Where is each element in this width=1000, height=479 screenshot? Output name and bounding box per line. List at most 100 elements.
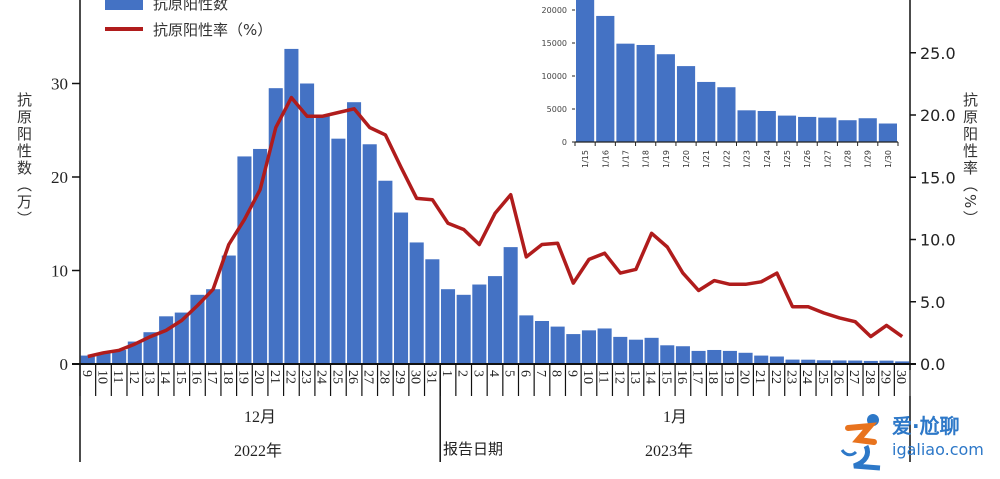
legend: 抗原阳性数 抗原阳性率（%） xyxy=(105,0,272,42)
svg-text:5: 5 xyxy=(502,370,517,377)
svg-text:6: 6 xyxy=(517,370,532,377)
svg-text:27: 27 xyxy=(361,370,376,384)
svg-text:11: 11 xyxy=(596,370,611,383)
svg-text:1/20: 1/20 xyxy=(682,150,691,168)
svg-text:1/17: 1/17 xyxy=(621,150,630,168)
bar-12/20 xyxy=(253,148,268,364)
svg-text:18: 18 xyxy=(705,370,720,384)
svg-text:21: 21 xyxy=(267,370,282,384)
svg-text:25: 25 xyxy=(815,370,830,384)
x-axis-title: 报告日期 xyxy=(443,440,504,458)
bar-1/1 xyxy=(440,289,456,364)
svg-text:16: 16 xyxy=(674,370,689,384)
svg-text:15: 15 xyxy=(658,370,673,384)
svg-text:1/25: 1/25 xyxy=(783,150,792,168)
legend-bar-swatch-icon xyxy=(105,0,143,10)
bar-1/7 xyxy=(534,320,550,364)
svg-text:1/27: 1/27 xyxy=(823,150,832,168)
bar-1/26 xyxy=(832,360,847,364)
bar-1/25 xyxy=(816,360,831,364)
svg-text:10: 10 xyxy=(580,370,595,384)
inset-bar-1/20 xyxy=(676,66,696,142)
bar-12/18 xyxy=(221,255,236,364)
inset-bar-1/15 xyxy=(576,0,595,142)
inset-bar-1/21 xyxy=(697,81,716,142)
bar-1/21 xyxy=(754,355,769,364)
svg-text:15: 15 xyxy=(173,370,188,384)
inset-bar-1/28 xyxy=(838,120,857,142)
bar-12/9 xyxy=(80,355,95,364)
bar-12/25 xyxy=(331,138,346,364)
svg-text:0: 0 xyxy=(562,138,567,147)
bar-1/9 xyxy=(566,334,581,364)
bar-1/14 xyxy=(644,337,659,364)
bar-1/8 xyxy=(550,326,565,364)
bar-1/13 xyxy=(628,339,643,364)
legend-line-swatch-icon xyxy=(105,27,143,31)
bar-12/19 xyxy=(237,156,252,364)
svg-text:1/26: 1/26 xyxy=(803,150,812,168)
bar-1/3 xyxy=(472,284,487,364)
svg-text:13: 13 xyxy=(627,370,642,384)
bar-1/27 xyxy=(848,360,863,364)
svg-text:24: 24 xyxy=(799,370,814,384)
svg-text:22: 22 xyxy=(282,370,297,384)
bar-12/21 xyxy=(268,88,283,365)
svg-text:17: 17 xyxy=(204,370,219,384)
watermark-cn: 爱·尬聊 xyxy=(892,414,960,438)
left-axis-title: 抗原阳性数（万） xyxy=(15,92,33,228)
inset-bar-1/29 xyxy=(858,118,877,142)
bar-12/27 xyxy=(362,144,377,364)
svg-text:10000: 10000 xyxy=(542,72,567,81)
bar-12/11 xyxy=(112,349,127,364)
svg-text:31: 31 xyxy=(423,370,438,384)
watermark: 爱·尬聊 igaliao.com xyxy=(840,410,1000,474)
svg-text:20000: 20000 xyxy=(542,6,567,15)
svg-text:9: 9 xyxy=(564,370,579,377)
svg-text:1/16: 1/16 xyxy=(601,150,610,168)
bar-1/10 xyxy=(581,330,596,364)
bar-12/15 xyxy=(174,312,189,364)
bar-1/30 xyxy=(895,361,910,364)
svg-text:25.0: 25.0 xyxy=(920,44,956,63)
svg-text:5000: 5000 xyxy=(547,105,567,114)
svg-text:23: 23 xyxy=(784,370,799,384)
legend-item-rate: 抗原阳性率（%） xyxy=(105,16,272,42)
svg-text:1/30: 1/30 xyxy=(884,150,893,168)
bar-1/19 xyxy=(722,350,737,364)
svg-text:14: 14 xyxy=(157,370,172,384)
svg-text:1/22: 1/22 xyxy=(722,150,731,168)
svg-text:1/24: 1/24 xyxy=(763,150,772,168)
svg-text:30: 30 xyxy=(408,370,423,384)
svg-text:1/29: 1/29 xyxy=(864,150,873,168)
svg-text:30: 30 xyxy=(51,75,68,94)
inset-bar-1/18 xyxy=(636,44,655,143)
year-label-2023: 2023年 xyxy=(645,443,694,460)
svg-text:5.0: 5.0 xyxy=(920,293,945,312)
svg-text:29: 29 xyxy=(878,370,893,384)
svg-text:10: 10 xyxy=(51,262,68,281)
bar-1/4 xyxy=(487,276,503,364)
month-label-dec: 12月 xyxy=(244,409,277,426)
bar-12/22 xyxy=(284,48,299,364)
svg-text:1: 1 xyxy=(439,370,454,377)
right-axis-title: 抗原阳性率（%） xyxy=(961,92,979,228)
svg-text:24: 24 xyxy=(314,370,329,384)
svg-text:12: 12 xyxy=(611,370,626,384)
svg-text:17: 17 xyxy=(690,370,705,384)
runner-logo-icon xyxy=(840,414,881,471)
inset-bar-1/23 xyxy=(737,110,756,142)
inset-bar-1/30 xyxy=(878,123,897,142)
svg-text:16: 16 xyxy=(188,370,203,384)
svg-text:15000: 15000 xyxy=(542,39,567,48)
inset-bar-1/22 xyxy=(717,87,736,142)
bar-1/11 xyxy=(597,328,612,364)
bar-1/22 xyxy=(769,356,784,364)
inset-bar-1/16 xyxy=(596,15,615,142)
svg-text:1/21: 1/21 xyxy=(702,150,711,168)
bar-1/23 xyxy=(785,359,800,364)
svg-text:13: 13 xyxy=(141,370,156,384)
bar-12/30 xyxy=(409,242,424,364)
bar-12/14 xyxy=(159,316,174,364)
svg-text:1/18: 1/18 xyxy=(642,150,651,168)
